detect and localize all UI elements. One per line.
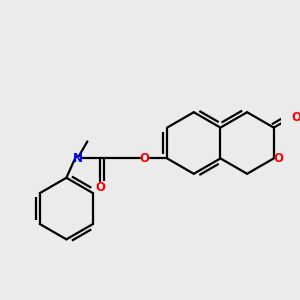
Text: O: O — [95, 181, 105, 194]
Text: N: N — [73, 152, 82, 165]
Text: O: O — [140, 152, 150, 165]
Text: O: O — [291, 111, 300, 124]
Text: O: O — [274, 152, 284, 165]
